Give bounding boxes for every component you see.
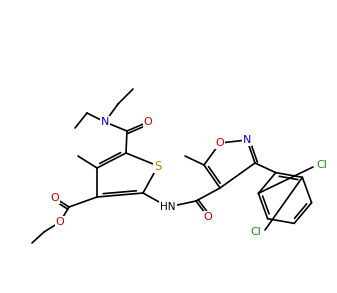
Text: S: S (154, 159, 162, 173)
Text: HN: HN (160, 202, 176, 212)
Text: N: N (243, 135, 251, 145)
Text: O: O (56, 217, 64, 227)
Text: O: O (216, 138, 224, 148)
Text: O: O (204, 212, 212, 222)
Text: N: N (101, 117, 109, 127)
Text: O: O (51, 193, 59, 203)
Text: Cl: Cl (316, 160, 328, 170)
Text: Cl: Cl (251, 227, 262, 237)
Text: O: O (144, 117, 152, 127)
